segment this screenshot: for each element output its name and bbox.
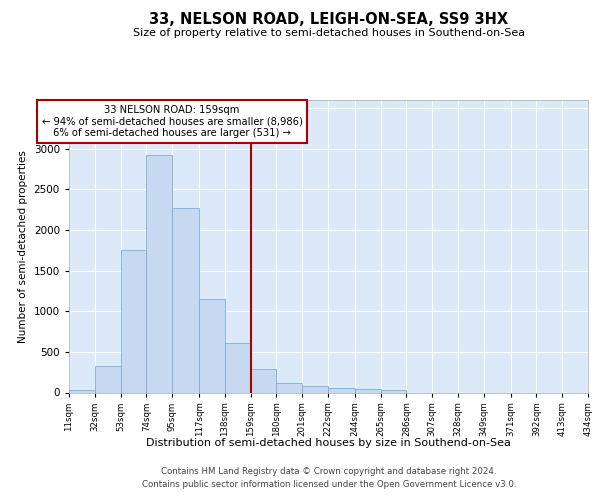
Bar	[380, 390, 406, 392]
Bar	[328, 388, 355, 392]
Bar	[69, 390, 95, 392]
Bar	[121, 250, 146, 392]
Bar	[302, 386, 328, 392]
Text: Size of property relative to semi-detached houses in Southend-on-Sea: Size of property relative to semi-detach…	[133, 28, 525, 38]
Text: Contains public sector information licensed under the Open Government Licence v3: Contains public sector information licen…	[142, 480, 516, 489]
Bar	[146, 155, 172, 392]
Bar	[199, 299, 225, 392]
Text: Contains HM Land Registry data © Crown copyright and database right 2024.: Contains HM Land Registry data © Crown c…	[161, 467, 497, 476]
Text: 33 NELSON ROAD: 159sqm
← 94% of semi-detached houses are smaller (8,986)
6% of s: 33 NELSON ROAD: 159sqm ← 94% of semi-det…	[41, 105, 302, 138]
Bar	[172, 208, 199, 392]
Bar	[225, 343, 251, 392]
Bar	[355, 389, 380, 392]
Text: Distribution of semi-detached houses by size in Southend-on-Sea: Distribution of semi-detached houses by …	[146, 438, 511, 448]
Bar	[251, 368, 277, 392]
Bar	[95, 366, 121, 392]
Text: 33, NELSON ROAD, LEIGH-ON-SEA, SS9 3HX: 33, NELSON ROAD, LEIGH-ON-SEA, SS9 3HX	[149, 12, 508, 28]
Y-axis label: Number of semi-detached properties: Number of semi-detached properties	[18, 150, 28, 342]
Bar	[277, 383, 302, 392]
